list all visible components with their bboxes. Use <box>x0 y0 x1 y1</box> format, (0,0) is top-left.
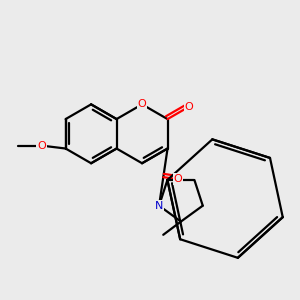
Text: O: O <box>37 141 46 151</box>
Text: O: O <box>173 174 182 184</box>
Text: N: N <box>155 201 163 211</box>
Text: O: O <box>138 99 146 110</box>
Text: O: O <box>185 102 194 112</box>
